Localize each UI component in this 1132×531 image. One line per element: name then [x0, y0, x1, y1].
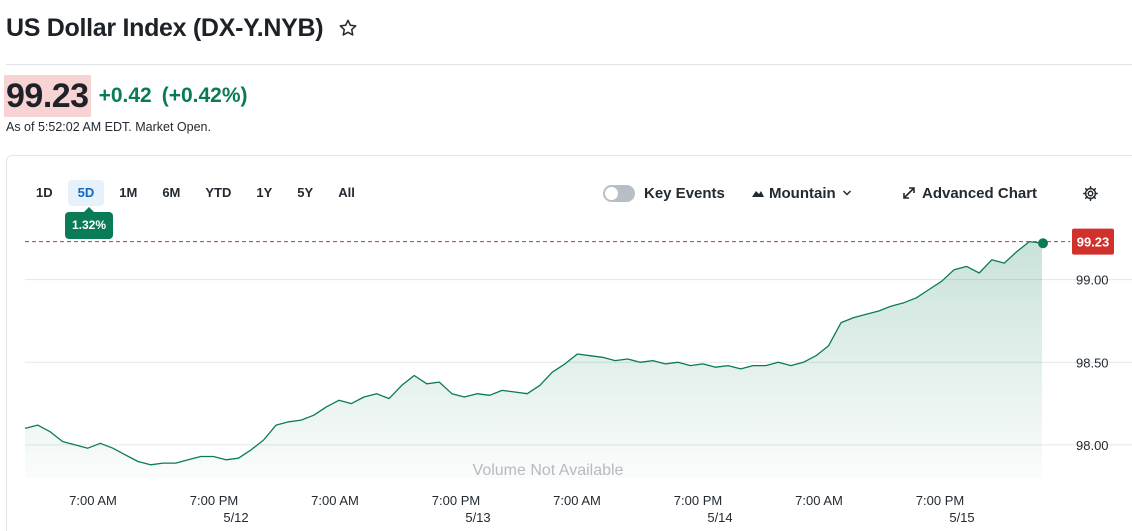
series-line	[24, 240, 1043, 466]
advanced-chart-label: Advanced Chart	[922, 184, 1038, 202]
expand-icon	[902, 186, 916, 200]
last-point-marker	[1038, 238, 1048, 249]
x-tick-label: 7:00 PM	[916, 493, 964, 508]
x-date-label: 5/15	[949, 510, 974, 525]
x-tick-label: 7:00 PM	[674, 493, 722, 508]
chevron-down-icon	[842, 189, 852, 197]
gear-icon	[1082, 185, 1099, 202]
x-tick-label: 7:00 PM	[432, 493, 480, 508]
key-events-label: Key Events	[644, 184, 725, 202]
range-change-badge: 1.32%	[65, 207, 113, 239]
y-tick-label: 98.50	[1076, 355, 1109, 370]
key-events-toggle[interactable]	[603, 184, 635, 202]
advanced-chart-button[interactable]: Advanced Chart	[902, 180, 1037, 206]
x-tick-label: 7:00 AM	[69, 493, 117, 508]
range-tab-all[interactable]: All	[338, 185, 355, 200]
chart-card	[6, 155, 1132, 531]
range-tab-1m[interactable]: 1M	[119, 185, 138, 200]
range-tab-1y[interactable]: 1Y	[256, 185, 273, 200]
x-date-label: 5/13	[465, 510, 490, 525]
range-tab-6m[interactable]: 6M	[162, 185, 181, 200]
header-divider	[6, 64, 1132, 65]
x-tick-label: 7:00 PM	[190, 493, 238, 508]
range-tab-5d[interactable]: 5D	[67, 180, 105, 206]
range-tab-ytd[interactable]: YTD	[205, 185, 232, 200]
x-tick-label: 7:00 AM	[553, 493, 601, 508]
y-tick-label: 99.00	[1076, 273, 1109, 288]
current-price-tag	[1072, 228, 1114, 255]
price-change-percent: (+0.42%)	[161, 84, 248, 107]
title-row: US Dollar Index (DX-Y.NYB)	[6, 10, 359, 46]
quote-row: 99.23 +0.42 (+0.42%)	[4, 74, 248, 118]
series-area	[25, 241, 1042, 478]
mountain-icon	[751, 187, 765, 199]
current-price-tag-label: 99.23	[1077, 235, 1110, 250]
star-outline-icon[interactable]	[337, 17, 359, 39]
quote-timestamp: As of 5:52:02 AM EDT. Market Open.	[6, 120, 211, 134]
chart-type-dropdown[interactable]: Mountain	[751, 180, 852, 206]
range-tabs: 1D 5D 1M 6M YTD 1Y 5Y All	[26, 180, 370, 206]
x-tick-label: 7:00 AM	[795, 493, 843, 508]
volume-note: Volume Not Available	[473, 462, 624, 479]
current-price: 99.23	[4, 75, 91, 117]
toggle-knob	[605, 186, 618, 200]
page-title: US Dollar Index (DX-Y.NYB)	[6, 13, 324, 42]
chart-settings-button[interactable]	[1082, 180, 1099, 206]
key-events-control[interactable]: Key Events	[603, 180, 725, 206]
chart-type-label: Mountain	[769, 184, 836, 202]
x-date-label: 5/12	[223, 510, 248, 525]
range-tab-1d[interactable]: 1D	[36, 185, 53, 200]
y-tick-label: 98.00	[1076, 438, 1109, 453]
range-tab-5y[interactable]: 5Y	[297, 185, 314, 200]
x-tick-label: 7:00 AM	[311, 493, 359, 508]
price-change: +0.42	[98, 84, 152, 107]
x-date-label: 5/14	[707, 510, 732, 525]
